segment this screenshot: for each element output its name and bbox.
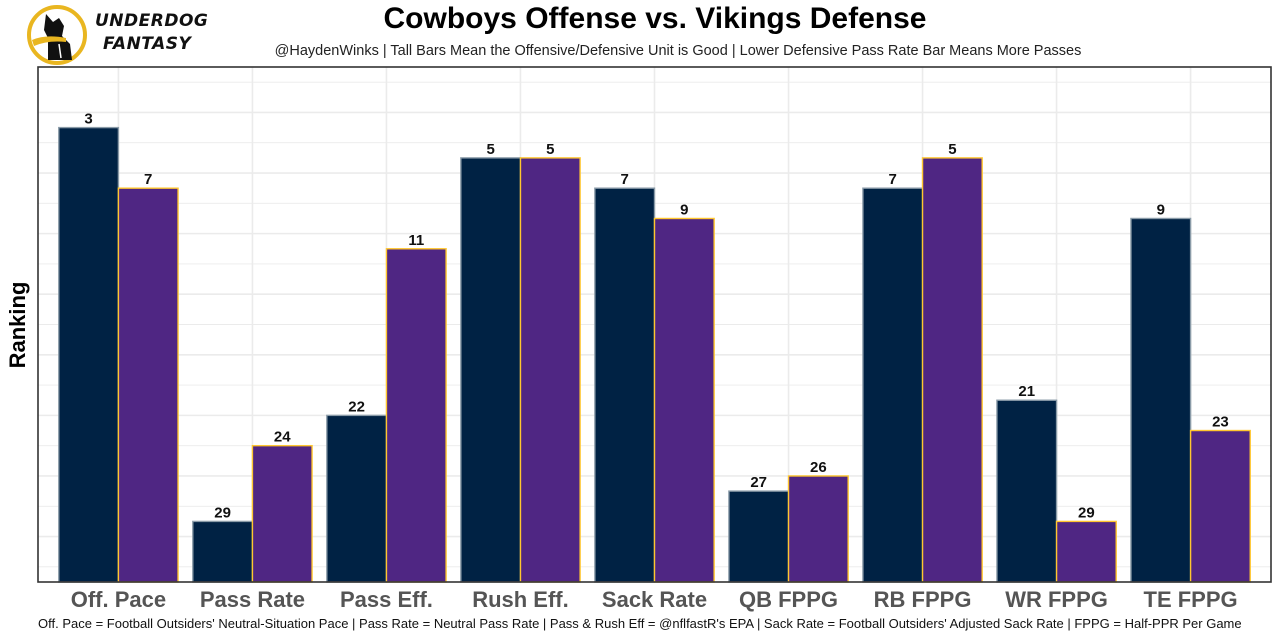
bar-value-label: 27 <box>750 474 767 491</box>
bar-value-label: 9 <box>1157 201 1165 218</box>
defense-bar <box>385 248 447 583</box>
defense-bar <box>1189 429 1251 583</box>
x-tick-label: Rush Eff. <box>472 587 569 612</box>
bar-value-label: 7 <box>889 171 897 188</box>
bar-value-label: 9 <box>680 201 688 218</box>
x-tick-label: QB FPPG <box>739 587 838 612</box>
x-tick-label: WR FPPG <box>1005 587 1108 612</box>
defense-bar <box>117 187 179 583</box>
brand-name-line2: FANTASY <box>103 34 192 54</box>
offense-bar <box>594 187 656 583</box>
brand-name-line1: UNDERDOG <box>95 11 209 31</box>
x-tick-label: TE FPPG <box>1144 587 1238 612</box>
bars <box>58 126 1251 583</box>
data-labels: 3 29 22 5 7 27 7 21 9 7 24 11 5 9 26 5 29 23 <box>84 111 1228 522</box>
bar-value-label: 7 <box>144 171 152 188</box>
x-tick-label: Pass Eff. <box>340 587 433 612</box>
x-tick-label: Sack Rate <box>602 587 707 612</box>
chart-subtitle: @HaydenWinks | Tall Bars Mean the Offens… <box>274 43 1082 59</box>
defense-bar <box>921 157 983 583</box>
offense-bar <box>996 399 1058 583</box>
offense-bar <box>728 490 790 583</box>
offense-bar <box>1130 217 1192 583</box>
offense-bar <box>58 126 120 583</box>
defense-bar <box>519 157 581 583</box>
x-tick-label: Pass Rate <box>200 587 305 612</box>
plot-panel-border <box>37 66 1272 583</box>
defense-bar <box>653 217 715 583</box>
bar-value-label: 21 <box>1018 383 1035 400</box>
bar-value-label: 24 <box>274 429 291 446</box>
offense-bar <box>192 520 254 583</box>
bar-value-label: 7 <box>621 171 629 188</box>
x-tick-labels: Off. Pace Pass Rate Pass Eff. Rush Eff. Sack… <box>71 587 1238 612</box>
gridlines <box>38 67 1271 582</box>
defense-bar <box>251 444 313 583</box>
bar-value-label: 23 <box>1212 414 1229 431</box>
chart-caption: Off. Pace = Football Outsiders' Neutral-… <box>38 616 1242 631</box>
bar-value-label: 5 <box>948 141 956 158</box>
bar-value-label: 5 <box>486 141 494 158</box>
bar-value-label: 29 <box>214 504 231 521</box>
defense-bar <box>787 475 849 583</box>
chart-title: Cowboys Offense vs. Vikings Defense <box>383 2 927 35</box>
bar-value-label: 29 <box>1078 504 1095 521</box>
offense-bar <box>862 187 924 583</box>
x-tick-label: RB FPPG <box>874 587 972 612</box>
underdog-dog-logo-icon <box>27 5 87 65</box>
bar-value-label: 22 <box>348 398 365 415</box>
defense-bar <box>1055 520 1117 583</box>
offense-bar <box>460 157 522 583</box>
x-tick-label: Off. Pace <box>71 587 166 612</box>
bar-value-label: 3 <box>84 111 92 128</box>
offense-bar <box>326 414 388 583</box>
bar-value-label: 11 <box>408 232 424 249</box>
bar-value-label: 5 <box>546 141 554 158</box>
bar-value-label: 26 <box>810 459 827 476</box>
